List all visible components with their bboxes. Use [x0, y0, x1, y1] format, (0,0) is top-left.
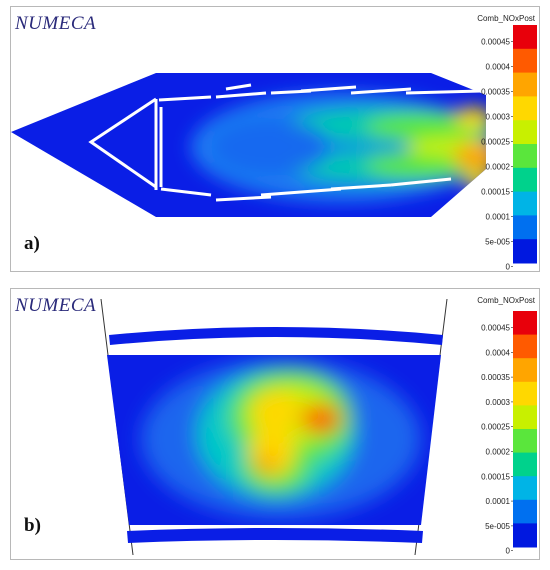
colorbar-tick-label: 0.00045 — [481, 324, 510, 333]
colorbar-segment — [513, 239, 537, 264]
combustor-contour-b: 0.00045 0.0004 0.00035 0.0003 0.00025 0.0002 0… — [100, 298, 537, 556]
colorbar-tick-label: 0.00045 — [481, 38, 510, 47]
liner-walls-a — [88, 83, 482, 202]
colorbar-segment — [513, 429, 537, 454]
colorbar-title: Comb_NOxPost — [477, 296, 535, 305]
colorbar-tick-label: 0.0002 — [486, 163, 511, 172]
colorbar-tick-label: 0.0001 — [486, 497, 511, 506]
panel-label-a: a) — [24, 233, 40, 254]
colorbar-segment — [513, 25, 537, 50]
colorbar-tick-label: 0 — [506, 263, 511, 272]
colorbar-tick-label: 5e-005 — [485, 238, 510, 247]
colorbar-tick-label: 0 — [506, 547, 511, 556]
colorbar-segment — [513, 358, 537, 383]
numeca-logo: NUMECA — [15, 13, 97, 34]
inner-wall-band-bottom — [127, 528, 423, 543]
colorbar-segment — [513, 191, 537, 216]
panel-label-b: b) — [24, 515, 41, 536]
colorbar-b: 0.00045 0.0004 0.00035 0.0003 0.00025 0.0002 0… — [481, 311, 537, 556]
combustor-contour-a: 0.00045 0.0004 0.00035 0.0003 0.00025 0.0002 0… — [11, 25, 537, 272]
colorbar-segment — [513, 499, 537, 524]
colorbar-segment — [513, 144, 537, 169]
colorbar-tick-label: 5e-005 — [485, 522, 510, 531]
colorbar-tick-label: 0.0001 — [486, 213, 511, 222]
nox-plume-a — [191, 92, 486, 202]
nox-plume-b — [141, 359, 421, 519]
colorbar-a: 0.00045 0.0004 0.00035 0.0003 0.00025 0.0002 0… — [481, 25, 537, 272]
colorbar-tick-label: 0.00025 — [481, 138, 510, 147]
colorbar-tick-label: 0.0003 — [486, 398, 511, 407]
colorbar-segment — [513, 167, 537, 193]
colorbar-segment — [513, 72, 537, 97]
outer-wall-band-top — [109, 327, 443, 345]
numeca-logo: NUMECA — [15, 295, 97, 316]
colorbar-segment — [513, 452, 537, 477]
colorbar-segment — [513, 311, 537, 336]
colorbar-segment — [513, 405, 537, 430]
panel-b-cross-section: NUMECA Comb_NOxPost — [10, 288, 540, 560]
colorbar-tick-label: 0.0004 — [486, 63, 511, 72]
colorbar-segment — [513, 334, 537, 359]
colorbar-segment — [513, 96, 537, 121]
colorbar-segment — [513, 120, 537, 145]
colorbar-segment — [513, 215, 537, 240]
colorbar-tick-label: 0.00015 — [481, 188, 510, 197]
colorbar-title: Comb_NOxPost — [477, 14, 535, 23]
colorbar-segment — [513, 476, 537, 501]
colorbar-tick-label: 0.0003 — [486, 113, 511, 122]
colorbar-tick-label: 0.0004 — [486, 348, 511, 357]
colorbar-tick-label: 0.00035 — [481, 373, 510, 382]
panel-a-longitudinal: NUMECA Comb_NOxPost — [10, 6, 540, 272]
colorbar-tick-label: 0.00015 — [481, 472, 510, 481]
colorbar-tick-label: 0.00025 — [481, 423, 510, 432]
colorbar-segment — [513, 523, 537, 548]
colorbar-segment — [513, 381, 537, 406]
colorbar-tick-label: 0.0002 — [486, 447, 511, 456]
colorbar-tick-label: 0.00035 — [481, 88, 510, 97]
colorbar-segment — [513, 48, 537, 74]
